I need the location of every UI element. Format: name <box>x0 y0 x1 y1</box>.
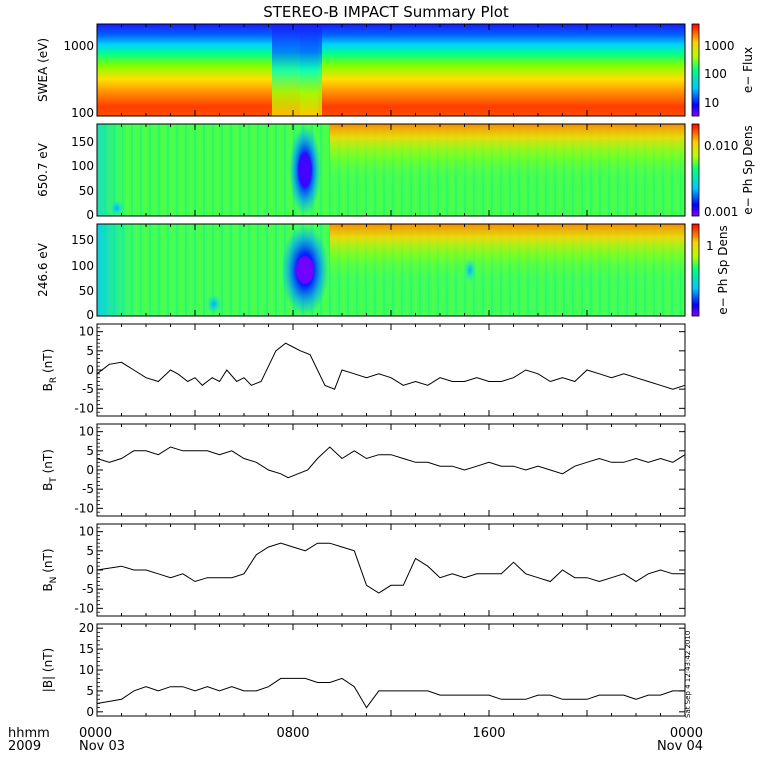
panel-BN: 10 5 0 -5 -10 BN (nT) <box>41 523 686 617</box>
ytick-label: 10 <box>79 325 94 339</box>
pad650-cbar-tick-0001: 0.001 <box>704 205 738 219</box>
ylabel-unit: (nT) <box>41 449 55 477</box>
ylabel-BN: BN (nT) <box>41 548 59 591</box>
ylabel-abs-Babs-: |B| (nT) <box>41 648 55 692</box>
ytick-label: 10 <box>79 663 94 677</box>
ytick-label: -5 <box>82 482 94 496</box>
pad650-cbar-tick-0010: 0.010 <box>704 139 738 153</box>
time-tick-date: Nov 03 <box>79 739 125 754</box>
panel-BR: 10 5 0 -5 -10 BR (nT) <box>41 323 686 417</box>
ytick-label: -10 <box>74 501 94 515</box>
ylabel-unit: (nT) <box>41 349 55 377</box>
time-axis-label-year: 2009 <box>8 739 41 754</box>
swea-cbar-tick-100: 100 <box>704 67 727 81</box>
swea-ytick-100: 100 <box>71 106 94 120</box>
pad650-colorbar <box>691 123 700 217</box>
pad650-ytick-50: 50 <box>79 184 94 198</box>
ytick-label: 0 <box>86 563 94 577</box>
ytick-label: 5 <box>86 684 94 698</box>
ytick-label: 5 <box>86 444 94 458</box>
ylabel-main: B <box>41 383 55 391</box>
pad-650-panel: 150 100 50 0 650.7 eV 0.010 0.001 e− Ph … <box>36 123 755 222</box>
pad246-ytick-50: 50 <box>79 284 94 298</box>
pad650-cbar-label: e− Ph Sp Dens <box>741 125 755 214</box>
pad246-ytick-150: 150 <box>71 233 94 247</box>
time-tick-label: 1600 <box>472 726 505 741</box>
time-tick-date: Nov 04 <box>657 739 703 754</box>
ylabel-BT: BT (nT) <box>41 449 59 491</box>
time-tick-label: 0000 <box>79 726 112 741</box>
ylabel-sub: R <box>49 377 59 383</box>
pad246-ytick-0: 0 <box>86 308 94 322</box>
ylabel-unit: (nT) <box>41 648 55 676</box>
panel-abs-Babs-: 20 15 10 5 0 |B| (nT) <box>41 621 686 719</box>
ylabel-main: |B| <box>41 676 55 692</box>
panel-frame <box>96 623 686 717</box>
series-line-abs-Babs- <box>96 677 685 709</box>
ytick-label: -5 <box>82 582 94 596</box>
ytick-label: 10 <box>79 425 94 439</box>
pad246-ylabel: 246.6 eV <box>36 242 50 297</box>
pad650-ytick-0: 0 <box>86 208 94 222</box>
ylabel-sub: T <box>49 477 59 484</box>
swea-colorbar <box>691 23 700 117</box>
ylabel-BR: BR (nT) <box>41 349 59 392</box>
ytick-label: 20 <box>79 621 94 635</box>
swea-cbar-label: e− Flux <box>741 47 755 93</box>
ytick-label: 0 <box>86 363 94 377</box>
time-tick-label: 0000 <box>670 726 703 741</box>
swea-spectrogram-panel: 1000 100 SWEA (eV) 1000 100 10 e− Flux <box>36 23 755 120</box>
ylabel-unit: (nT) <box>41 548 55 576</box>
ylabel-main: B <box>41 483 55 491</box>
plot-timestamp: Sat Sep 4 12:43:42 2010 <box>684 631 692 718</box>
pad246-colorbar <box>691 223 700 317</box>
panel-BT: 10 5 0 -5 -10 BT (nT) <box>41 423 686 517</box>
ytick-label: 5 <box>86 544 94 558</box>
ytick-label: 15 <box>79 642 94 656</box>
panel-frame <box>96 423 686 517</box>
swea-ytick-1000: 1000 <box>63 39 94 53</box>
ytick-label: -10 <box>74 601 94 615</box>
ytick-label: 0 <box>86 705 94 719</box>
pad246-ytick-100: 100 <box>71 259 94 273</box>
series-line-BT <box>96 446 686 479</box>
panel-frame <box>96 523 686 617</box>
ylabel-main: B <box>41 583 55 591</box>
pad650-ylabel: 650.7 eV <box>36 142 50 197</box>
swea-cbar-tick-10: 10 <box>704 96 719 110</box>
pad650-ytick-150: 150 <box>71 135 94 149</box>
ytick-label: 5 <box>86 344 94 358</box>
series-line-BN <box>96 542 685 594</box>
ytick-label: 10 <box>79 525 94 539</box>
plot-title: STEREO-B IMPACT Summary Plot <box>263 3 509 21</box>
swea-cbar-tick-1000: 1000 <box>704 39 735 53</box>
pad650-ytick-100: 100 <box>71 159 94 173</box>
ytick-label: 0 <box>86 463 94 477</box>
swea-ylabel: SWEA (eV) <box>36 38 50 102</box>
pad246-cbar-label: e− Ph Sp Dens <box>716 225 730 314</box>
time-axis-label-hhmm: hhmm <box>8 726 50 741</box>
ylabel-sub: N <box>49 577 59 584</box>
pad246-cbar-tick-1: 1 <box>706 239 714 253</box>
ytick-label: -10 <box>74 401 94 415</box>
ytick-label: -5 <box>82 382 94 396</box>
pad-246-panel: 150 100 50 0 246.6 eV 1 e− Ph Sp Dens <box>36 223 730 322</box>
series-line-BR <box>96 342 686 390</box>
time-tick-label: 0800 <box>276 726 309 741</box>
panel-frame <box>96 323 686 417</box>
